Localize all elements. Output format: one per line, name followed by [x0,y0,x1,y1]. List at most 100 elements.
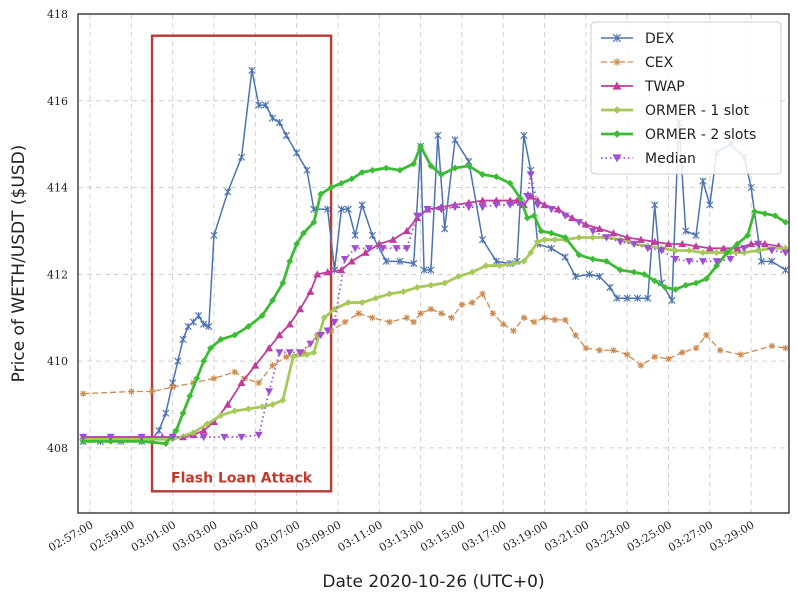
data-point [285,349,294,357]
y-axis-label: Price of WETH/USDT ($USD) [9,145,29,383]
data-point [179,409,187,417]
data-point [561,212,570,220]
legend-label: CEX [645,55,674,71]
data-point [79,433,88,442]
data-point [137,433,146,442]
data-point [740,245,749,253]
data-point [531,318,538,326]
series-line [83,236,786,441]
data-point [217,336,225,343]
data-point [231,368,238,376]
data-point [193,375,201,382]
data-point [441,225,449,233]
data-point [478,203,487,212]
data-point [613,294,621,302]
data-point [451,203,460,212]
data-point [245,405,252,413]
data-point [613,130,621,138]
x-tick-label: 02:59:00 [88,518,137,554]
data-point [316,331,325,340]
data-point [106,433,115,442]
legend-item: ORMER - 2 slots [601,127,756,143]
data-point [572,331,579,339]
data-point [296,305,305,313]
data-point [767,247,776,255]
data-point [269,296,276,304]
x-tick-label: 03:25:00 [625,518,674,554]
data-point [623,294,631,302]
data-point [372,294,380,302]
data-point [781,249,790,257]
data-point [417,142,424,150]
data-point [327,327,335,334]
data-point [506,201,515,209]
data-point [760,239,769,248]
data-point [189,318,197,326]
data-point [612,81,622,90]
data-point [479,171,486,178]
data-point [410,318,417,326]
data-point [455,273,462,280]
data-point [527,249,535,257]
data-point [199,433,208,442]
data-point [340,255,349,264]
y-tick-label: 408 [47,442,68,455]
data-point [420,266,428,274]
data-point [451,136,459,144]
data-point [237,433,246,442]
data-point [382,164,390,172]
data-point [348,175,356,183]
data-point [551,236,559,244]
data-point [574,219,583,227]
data-point [245,323,252,330]
data-point [575,251,583,259]
data-point [613,106,621,114]
data-point [520,314,528,321]
data-point [378,245,387,253]
data-point [703,331,710,339]
data-point [441,279,449,287]
data-point [434,131,442,140]
data-point [716,347,724,354]
data-point [640,270,648,278]
data-point [747,239,756,248]
data-point [754,247,762,254]
data-point [479,290,486,298]
data-point [547,206,556,214]
data-point [155,426,163,435]
data-point [630,268,638,276]
plot-frame [77,13,790,514]
data-point [289,353,297,361]
data-point [530,212,538,220]
x-tick-label: 03:05:00 [212,518,261,554]
data-point [581,220,590,228]
data-point [510,260,517,267]
data-point [523,193,532,201]
data-point [310,349,318,356]
data-point [541,314,548,321]
data-point [589,234,597,241]
data-point [427,266,435,274]
data-point [79,390,87,397]
legend: DEX CEX TWAP ORMER - 1 slot ORMER - 2 slots M… [590,21,782,175]
data-point [547,244,556,252]
data-point [279,396,287,404]
data-point [517,195,524,202]
data-point [265,388,274,396]
data-point [358,201,366,209]
data-point [169,383,176,391]
data-point [771,212,779,220]
data-point [330,318,339,327]
data-point [361,248,370,256]
data-point [323,327,332,335]
data-point [255,379,262,387]
data-point [410,259,418,268]
data-point [606,283,614,291]
data-point [172,427,180,434]
data-point [551,316,559,324]
data-point [368,166,376,174]
data-point [303,166,311,174]
data-point [296,349,305,357]
data-point [190,379,197,387]
legend-item: TWAP [601,79,685,95]
